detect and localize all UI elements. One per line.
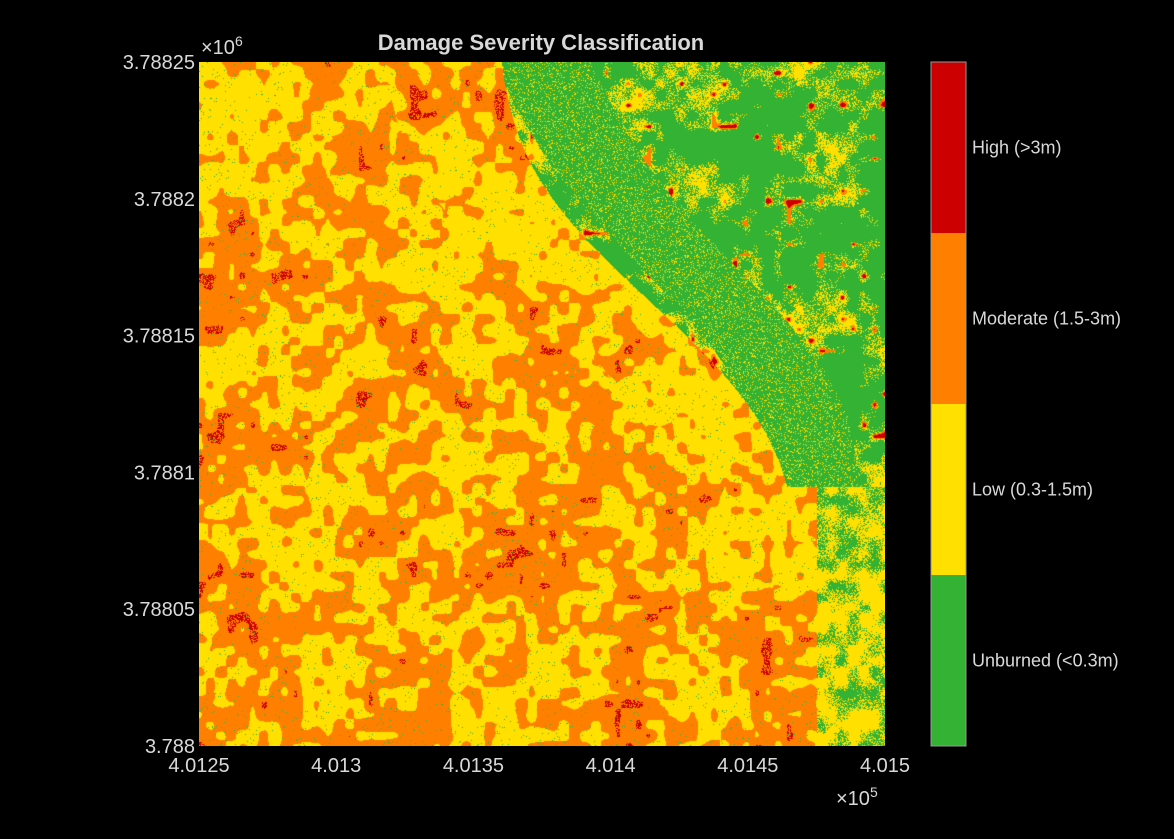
x-tick-label: 4.014 <box>586 755 636 777</box>
y-axis: 3.78825 3.7882 3.78815 3.7881 3.78805 3.788 <box>123 52 195 758</box>
x-tick-label: 4.013 <box>311 755 361 777</box>
x-tick-label: 4.0145 <box>717 755 778 777</box>
y-tick-label: 3.78825 <box>123 52 195 74</box>
colorbar-segment <box>931 62 966 233</box>
colorbar-label: Unburned (<0.3m) <box>972 651 1119 671</box>
y-tick-label: 3.7881 <box>134 462 195 484</box>
x-tick-label: 4.0135 <box>443 755 504 777</box>
colorbar: High (>3m) Moderate (1.5-3m) Low (0.3-1.5m… <box>930 61 1121 747</box>
y-tick-label: 3.78815 <box>123 326 195 348</box>
colorbar-segment <box>931 233 966 404</box>
colorbar-label: High (>3m) <box>972 138 1062 158</box>
heatmap-area <box>199 62 885 746</box>
x-tick-label: 4.015 <box>860 755 910 777</box>
colorbar-label: Moderate (1.5-3m) <box>972 309 1121 329</box>
colorbar-label: Low (0.3-1.5m) <box>972 480 1093 500</box>
x-axis: 4.0125 4.013 4.0135 4.014 4.0145 4.015 <box>168 755 910 777</box>
colorbar-border <box>930 61 967 747</box>
y-tick-label: 3.78805 <box>123 599 195 621</box>
colorbar-segment <box>931 404 966 575</box>
y-tick-label: 3.7882 <box>134 189 195 211</box>
y-multiplier: ×106 <box>201 33 243 59</box>
chart-title: Damage Severity Classification <box>378 30 704 55</box>
x-tick-label: 4.0125 <box>168 755 229 777</box>
x-multiplier: ×105 <box>836 784 878 810</box>
y-tick-label: 3.788 <box>145 736 195 758</box>
colorbar-segment <box>931 575 966 746</box>
